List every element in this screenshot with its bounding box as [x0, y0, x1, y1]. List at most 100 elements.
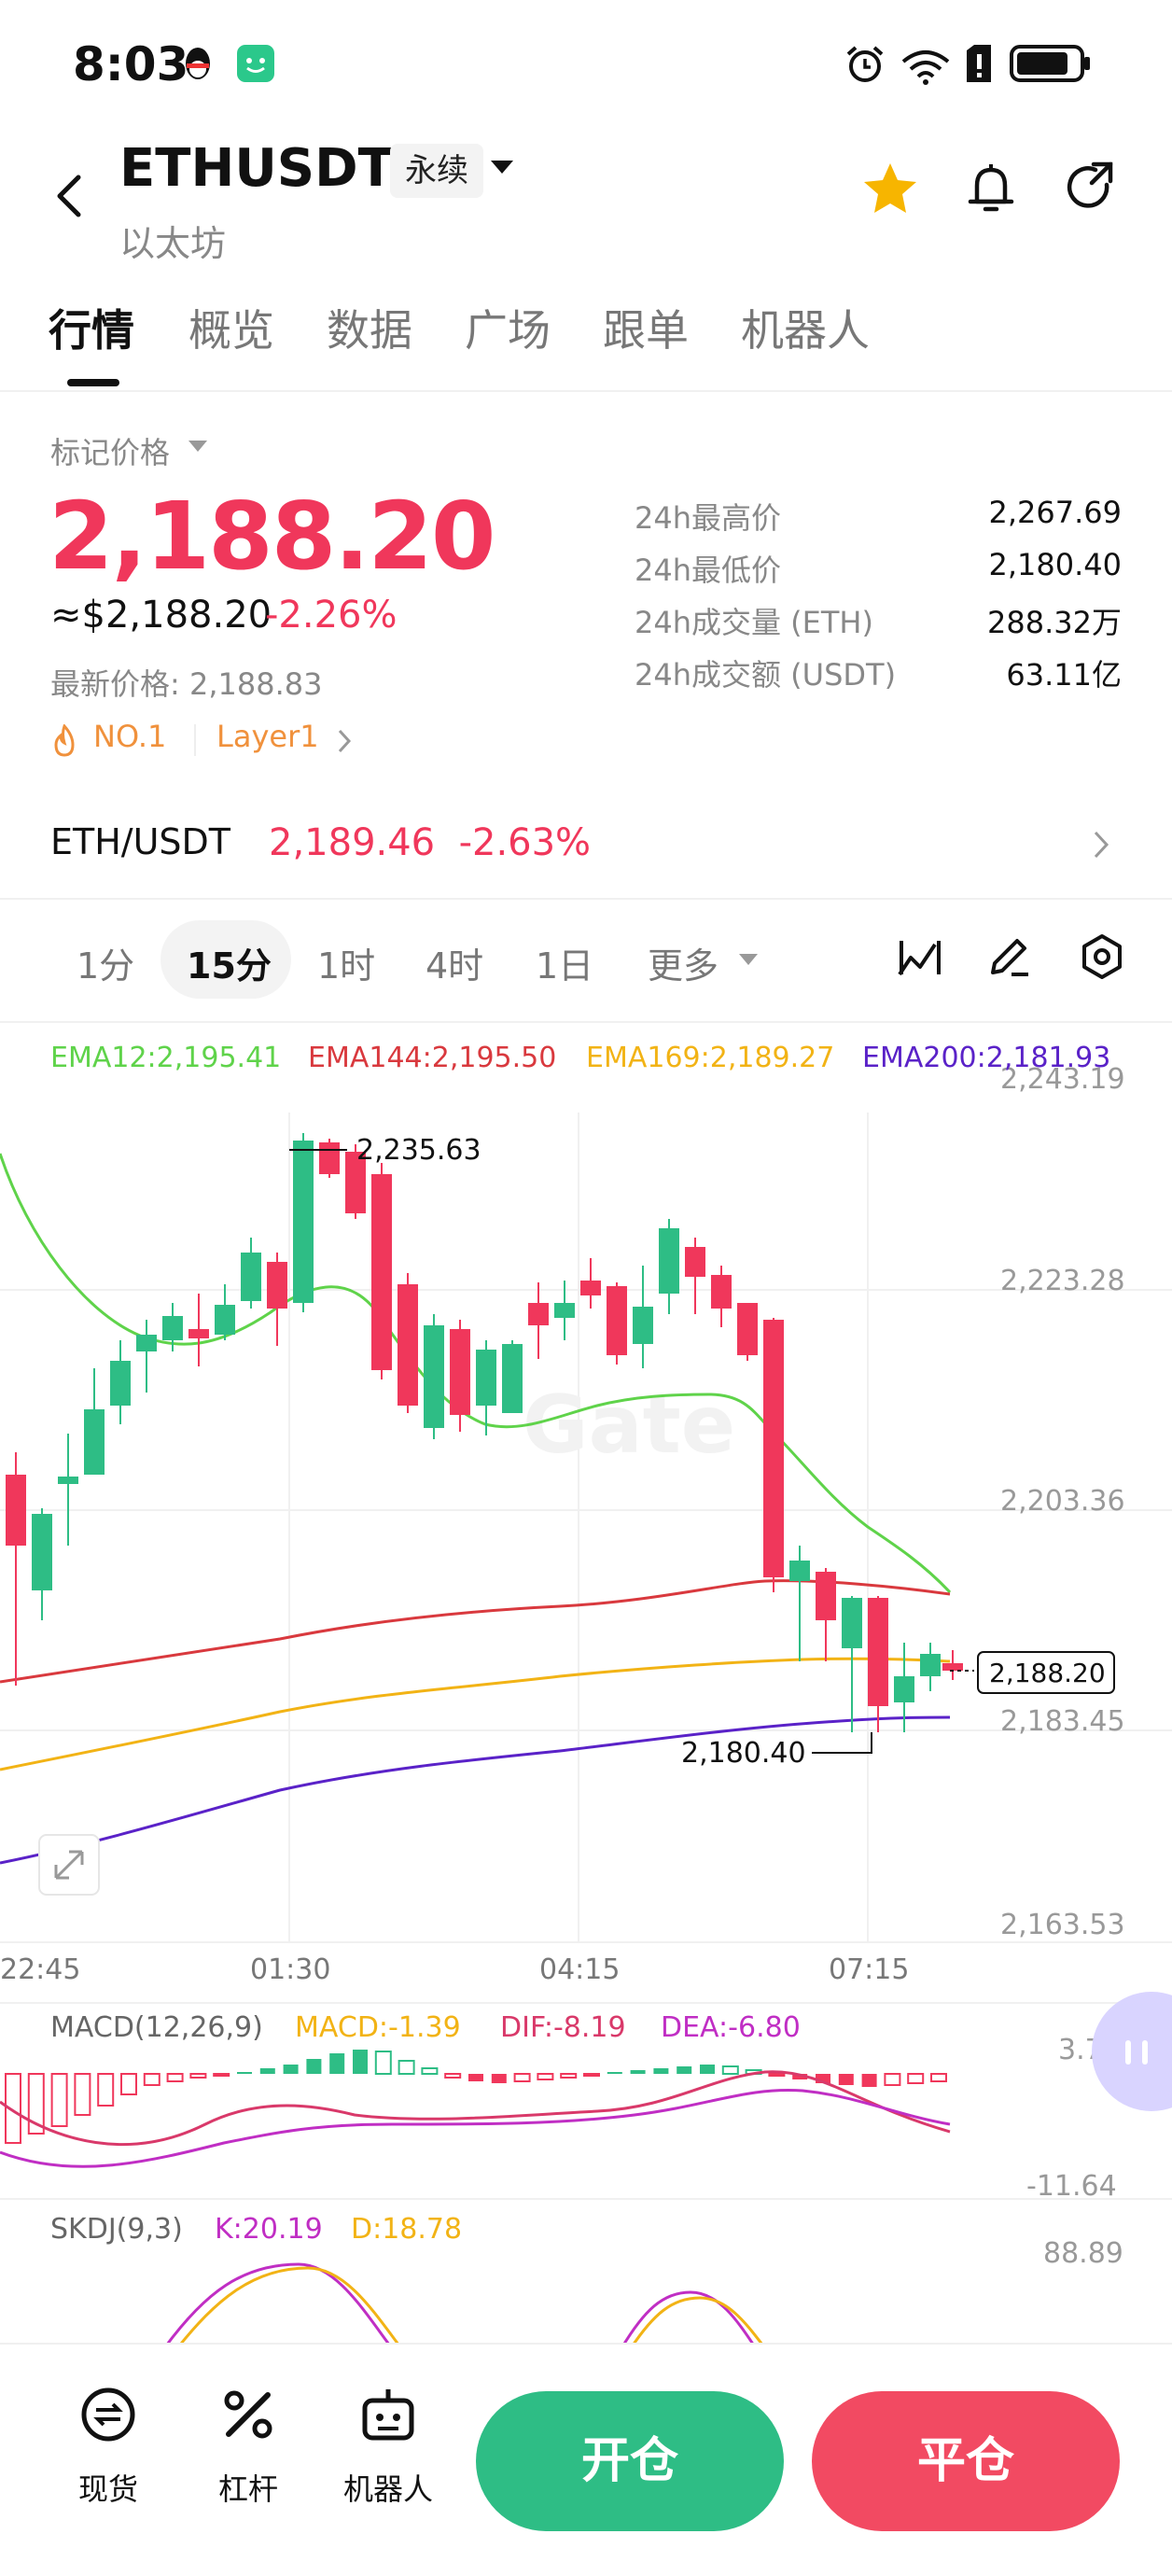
symbol-title[interactable]: ETHUSDT — [119, 138, 394, 199]
candle-body — [816, 1572, 836, 1620]
macd-bar — [306, 2059, 322, 2074]
macd-bar — [259, 2068, 275, 2074]
spot-nav-item[interactable]: 现货 — [52, 2382, 164, 2509]
ema12-legend: EMA12:2,195.41 — [50, 1042, 282, 1074]
candlestick-series — [6, 1133, 963, 1732]
candle-body — [136, 1335, 157, 1351]
indicator-icon[interactable] — [896, 933, 942, 980]
macd-bar — [884, 2073, 901, 2086]
macd-bar — [513, 2073, 531, 2082]
spot-label: 现货 — [77, 2471, 138, 2507]
qq-icon — [186, 48, 210, 79]
caret-down-icon[interactable] — [188, 441, 207, 454]
mark-price-label[interactable]: 标记价格 — [50, 435, 171, 470]
price-tick: 2,183.45 — [1000, 1705, 1125, 1738]
close-position-button[interactable]: 平仓 — [812, 2391, 1120, 2531]
draw-icon[interactable] — [985, 933, 1032, 980]
macd-bar — [468, 2074, 483, 2081]
macd-bar — [237, 2072, 252, 2074]
tab-data[interactable]: 数据 — [327, 305, 412, 356]
chart-canvas[interactable]: Gate 2,235.63 2,180.40 2,188.20 2,243.19… — [0, 1023, 1172, 2349]
high-marker-label: 2,235.63 — [356, 1134, 481, 1167]
ema200-legend: EMA200:2,181.93 — [862, 1042, 1111, 1074]
fire-icon — [54, 724, 75, 757]
candle-body — [32, 1514, 52, 1590]
tab-square[interactable]: 广场 — [465, 305, 551, 356]
contract-type-badge[interactable]: 永续 — [390, 144, 483, 198]
candle-body — [502, 1344, 523, 1413]
caret-down-icon[interactable] — [491, 161, 513, 175]
macd-bar — [653, 2068, 669, 2074]
macd-bar — [421, 2067, 439, 2075]
candle-body — [241, 1253, 261, 1301]
dea-line — [0, 2088, 951, 2168]
skdj-d-line — [629, 2296, 767, 2349]
interval-1d[interactable]: 1日 — [536, 945, 594, 987]
dif-value: DIF:-8.19 — [500, 2011, 626, 2044]
bot-nav-item[interactable]: 机器人 — [332, 2382, 444, 2509]
stat-label-high: 24h最高价 — [635, 500, 782, 536]
settings-icon[interactable] — [1079, 933, 1125, 980]
stat-label-turnover: 24h成交额 (USDT) — [635, 657, 897, 693]
candle-body — [789, 1561, 810, 1581]
share-icon[interactable] — [1064, 161, 1120, 217]
candle-body — [6, 1475, 26, 1546]
stat-label-low: 24h最低价 — [635, 553, 782, 588]
floating-bubble[interactable] — [1092, 1992, 1172, 2111]
skdj-d-value: D:18.78 — [351, 2213, 462, 2246]
stat-value-low: 2,180.40 — [988, 547, 1123, 582]
macd-bar — [907, 2073, 925, 2084]
candle-body — [162, 1316, 183, 1340]
time-tick: 04:15 — [539, 1953, 620, 1986]
interval-more[interactable]: 更多 — [648, 945, 719, 987]
kline-chart[interactable]: Gate 2,235.63 2,180.40 2,188.20 2,243.19… — [0, 1023, 1172, 2349]
price-tick: 2,203.36 — [1000, 1485, 1125, 1518]
macd-bar — [374, 2051, 392, 2075]
bottom-action-bar: 现货 杠杆 机器人 开仓 平仓 — [0, 2343, 1172, 2576]
divider — [194, 724, 196, 756]
skdj-k-line — [162, 2262, 394, 2349]
price-change-pct: -2.26% — [265, 594, 398, 637]
macd-bar — [5, 2073, 21, 2144]
chevron-right-icon[interactable] — [1092, 829, 1112, 861]
ema144-line — [0, 1579, 951, 1684]
macd-bar — [398, 2060, 415, 2075]
stat-value-turnover: 63.11亿 — [1006, 657, 1122, 693]
star-icon[interactable] — [862, 161, 918, 217]
tab-market[interactable]: 行情 — [49, 305, 134, 356]
candle-body — [267, 1262, 287, 1309]
candle-body — [737, 1303, 758, 1355]
time-tick: 22:45 — [0, 1953, 80, 1986]
tab-overview[interactable]: 概览 — [188, 305, 274, 356]
macd-bar — [27, 2073, 45, 2135]
macd-bar — [838, 2074, 854, 2085]
candle-body — [319, 1142, 340, 1174]
macd-bar — [861, 2074, 877, 2087]
interval-1m[interactable]: 1分 — [77, 945, 135, 987]
leverage-nav-item[interactable]: 杠杆 — [192, 2382, 304, 2509]
open-position-button[interactable]: 开仓 — [476, 2391, 784, 2531]
ema169-line — [0, 1657, 951, 1771]
ema12-line — [0, 1153, 952, 1594]
macd-bar — [50, 2073, 68, 2127]
back-icon[interactable] — [47, 159, 103, 233]
interval-4h[interactable]: 4时 — [426, 945, 484, 987]
candle-body — [450, 1329, 470, 1415]
spot-pair-row[interactable]: ETH/USDT 2,189.46 -2.63% — [0, 803, 1172, 900]
price-tick: 2,163.53 — [1000, 1909, 1125, 1941]
time-tick: 07:15 — [829, 1953, 909, 1986]
rank-badge: NO.1 — [93, 719, 167, 754]
tab-copy-trade[interactable]: 跟单 — [603, 305, 689, 356]
macd-bar — [120, 2073, 137, 2095]
current-price-tag: 2,188.20 — [989, 1658, 1106, 1688]
fullscreen-icon[interactable] — [38, 1834, 100, 1896]
bell-icon[interactable] — [963, 161, 1019, 217]
interval-15m[interactable]: 15分 — [187, 945, 272, 987]
skdj-d-line — [175, 2266, 403, 2349]
interval-1h[interactable]: 1时 — [317, 945, 376, 987]
header: ETHUSDT 永续 以太坊 — [0, 121, 1172, 271]
caret-down-icon[interactable] — [739, 954, 758, 967]
candle-body — [215, 1305, 235, 1335]
tab-bot[interactable]: 机器人 — [741, 305, 870, 356]
candle-body — [633, 1307, 653, 1344]
